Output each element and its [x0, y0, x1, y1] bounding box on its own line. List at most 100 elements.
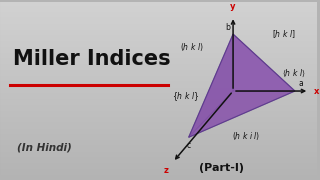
Bar [0, 133, 317, 134]
Bar [0, 148, 317, 149]
Bar [0, 116, 317, 117]
Bar [0, 112, 317, 113]
Bar [0, 85, 317, 86]
Bar [0, 43, 317, 44]
Bar [0, 154, 317, 155]
Bar [0, 125, 317, 126]
Bar [0, 63, 317, 64]
Text: c: c [187, 141, 191, 150]
Bar [0, 134, 317, 135]
Bar [0, 131, 317, 132]
Bar [0, 120, 317, 121]
Bar [0, 68, 317, 69]
Bar [0, 123, 317, 124]
Bar [0, 80, 317, 81]
Bar [0, 39, 317, 40]
Bar [0, 52, 317, 53]
Bar [0, 82, 317, 83]
Text: b: b [225, 23, 230, 32]
Text: x: x [314, 87, 319, 96]
Bar [0, 84, 317, 85]
Polygon shape [233, 34, 295, 91]
Bar [0, 168, 317, 169]
Bar [0, 29, 317, 30]
Bar [0, 104, 317, 105]
Bar [0, 101, 317, 102]
Bar [0, 7, 317, 8]
Polygon shape [189, 34, 233, 137]
Bar [0, 88, 317, 89]
Bar [0, 160, 317, 161]
Bar [0, 113, 317, 114]
Bar [0, 93, 317, 94]
Bar [0, 66, 317, 67]
Bar [0, 21, 317, 22]
Bar [0, 90, 317, 91]
Bar [0, 19, 317, 20]
Bar [0, 108, 317, 109]
Text: y: y [230, 2, 236, 11]
Bar [0, 178, 317, 179]
Bar [0, 40, 317, 41]
Bar [0, 41, 317, 42]
Bar [0, 5, 317, 6]
Bar [0, 89, 317, 90]
Bar [0, 47, 317, 48]
Bar [0, 79, 317, 80]
Bar [0, 65, 317, 66]
Bar [0, 126, 317, 127]
Bar [0, 42, 317, 43]
Bar [0, 59, 317, 60]
Bar [0, 46, 317, 47]
Bar [0, 121, 317, 122]
Bar [0, 12, 317, 13]
Bar [0, 18, 317, 19]
Bar [0, 149, 317, 150]
Bar [0, 87, 317, 88]
Bar [0, 96, 317, 97]
Bar [0, 153, 317, 154]
Bar [0, 60, 317, 61]
Bar [0, 25, 317, 26]
Bar [0, 10, 317, 11]
Bar [0, 143, 317, 144]
Bar [0, 92, 317, 93]
Bar [0, 77, 317, 78]
Text: a: a [298, 79, 303, 88]
Bar [0, 48, 317, 49]
Bar [0, 167, 317, 168]
Bar [0, 157, 317, 158]
Polygon shape [189, 34, 295, 137]
Bar [0, 37, 317, 38]
Bar [0, 13, 317, 14]
Polygon shape [189, 91, 295, 137]
Bar [0, 102, 317, 103]
Bar [0, 49, 317, 50]
Bar [0, 98, 317, 99]
Bar [0, 105, 317, 106]
Bar [0, 127, 317, 128]
Bar [0, 81, 317, 82]
Bar [0, 138, 317, 139]
Text: (Part-I): (Part-I) [199, 163, 244, 173]
Text: $[h\ k\ l]$: $[h\ k\ l]$ [272, 28, 296, 40]
Bar [0, 145, 317, 146]
Bar [0, 74, 317, 75]
Bar [0, 110, 317, 111]
Bar [0, 135, 317, 136]
Bar [0, 156, 317, 157]
Bar [0, 119, 317, 120]
Bar [0, 103, 317, 104]
Bar [0, 150, 317, 151]
Bar [0, 53, 317, 54]
Bar [0, 179, 317, 180]
Bar [0, 70, 317, 71]
Bar [0, 26, 317, 27]
Bar [0, 172, 317, 173]
Bar [0, 99, 317, 100]
Bar [0, 28, 317, 29]
Bar [0, 86, 317, 87]
Bar [0, 31, 317, 32]
Bar [0, 4, 317, 5]
Bar [0, 171, 317, 172]
